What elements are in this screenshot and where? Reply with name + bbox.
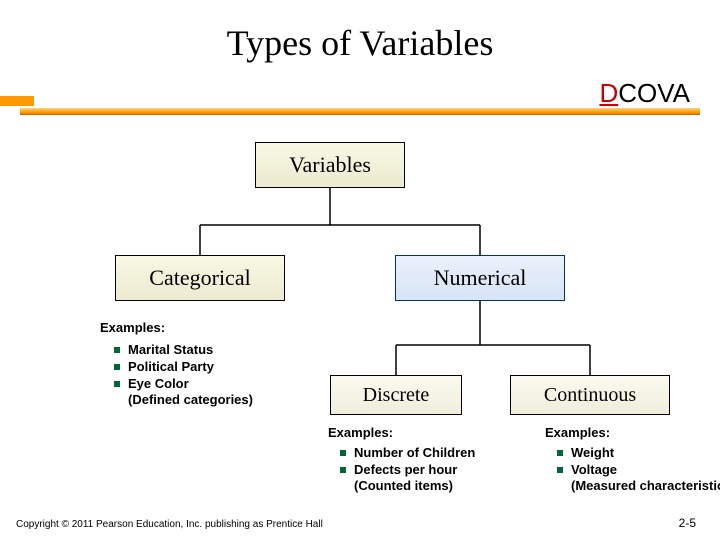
node-numerical: Numerical [395,255,565,301]
examples-label: Examples: [328,425,558,440]
examples-label: Examples: [545,425,720,440]
dcova-rest: COVA [618,78,690,108]
examples-tail: (Counted items) [328,478,558,493]
examples-tail: (Measured characteristics) [545,478,720,493]
list-item: Voltage [545,461,720,478]
page-title: Types of Variables [0,22,720,64]
accent-tick [0,96,34,106]
node-variables: Variables [255,142,405,188]
list-item: Political Party [100,358,330,375]
node-categorical: Categorical [115,255,285,301]
list-item: Weight [545,444,720,461]
list-item: Marital Status [100,341,330,358]
page-number: 2-5 [679,516,696,530]
continuous-examples: Examples: Weight Voltage (Measured chara… [545,425,720,493]
divider-bar [20,108,700,115]
list-item: Number of Children [328,444,558,461]
dcova-u: D [599,78,618,108]
examples-label: Examples: [100,320,330,335]
list-item: Eye Color [100,375,330,392]
categorical-examples: Examples: Marital Status Political Party… [100,320,330,407]
dcova-label: DCOVA [599,78,690,109]
node-discrete: Discrete [330,375,462,415]
discrete-examples: Examples: Number of Children Defects per… [328,425,558,493]
examples-tail: (Defined categories) [100,392,330,407]
node-continuous: Continuous [510,375,670,415]
copyright: Copyright © 2011 Pearson Education, Inc.… [16,519,323,530]
list-item: Defects per hour [328,461,558,478]
